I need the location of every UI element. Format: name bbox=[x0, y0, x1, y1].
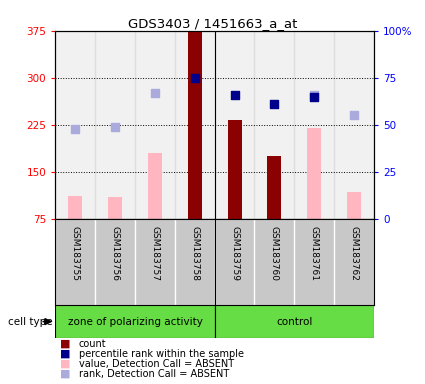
Point bbox=[112, 124, 119, 130]
Text: ■: ■ bbox=[60, 359, 70, 369]
Text: rank, Detection Call = ABSENT: rank, Detection Call = ABSENT bbox=[79, 369, 229, 379]
Bar bbox=[227, 121, 241, 219]
Text: GSM183762: GSM183762 bbox=[350, 226, 359, 281]
Point bbox=[311, 93, 317, 99]
Text: GSM183761: GSM183761 bbox=[310, 226, 319, 281]
Bar bbox=[307, 128, 321, 219]
FancyBboxPatch shape bbox=[55, 305, 215, 338]
Bar bbox=[188, 31, 202, 219]
Text: zone of polarizing activity: zone of polarizing activity bbox=[68, 316, 202, 327]
Bar bbox=[215, 31, 255, 219]
Bar bbox=[148, 153, 162, 219]
Text: GSM183758: GSM183758 bbox=[190, 226, 199, 281]
Text: GDS3403 / 1451663_a_at: GDS3403 / 1451663_a_at bbox=[128, 17, 297, 30]
Point bbox=[191, 74, 198, 81]
Point bbox=[351, 112, 357, 118]
Bar bbox=[294, 31, 334, 219]
Text: GSM183756: GSM183756 bbox=[110, 226, 119, 281]
Text: ■: ■ bbox=[60, 349, 70, 359]
Bar bbox=[108, 197, 122, 219]
Bar bbox=[135, 31, 175, 219]
Text: control: control bbox=[276, 316, 312, 327]
Text: GSM183759: GSM183759 bbox=[230, 226, 239, 281]
FancyBboxPatch shape bbox=[215, 305, 374, 338]
Text: ■: ■ bbox=[60, 339, 70, 349]
Point bbox=[271, 101, 278, 107]
Text: GSM183757: GSM183757 bbox=[150, 226, 159, 281]
Bar bbox=[175, 31, 215, 219]
Text: GSM183760: GSM183760 bbox=[270, 226, 279, 281]
Text: count: count bbox=[79, 339, 106, 349]
Bar bbox=[95, 31, 135, 219]
Bar bbox=[55, 31, 95, 219]
Bar bbox=[255, 31, 294, 219]
Point bbox=[311, 92, 317, 98]
Text: ■: ■ bbox=[60, 369, 70, 379]
Bar bbox=[334, 31, 374, 219]
Text: GSM183755: GSM183755 bbox=[71, 226, 79, 281]
Point bbox=[72, 126, 79, 132]
Point bbox=[231, 92, 238, 98]
Text: percentile rank within the sample: percentile rank within the sample bbox=[79, 349, 244, 359]
Bar bbox=[68, 196, 82, 219]
Point bbox=[151, 90, 158, 96]
Bar bbox=[267, 156, 281, 219]
Bar bbox=[347, 192, 361, 219]
Text: cell type: cell type bbox=[8, 316, 53, 327]
Text: value, Detection Call = ABSENT: value, Detection Call = ABSENT bbox=[79, 359, 234, 369]
